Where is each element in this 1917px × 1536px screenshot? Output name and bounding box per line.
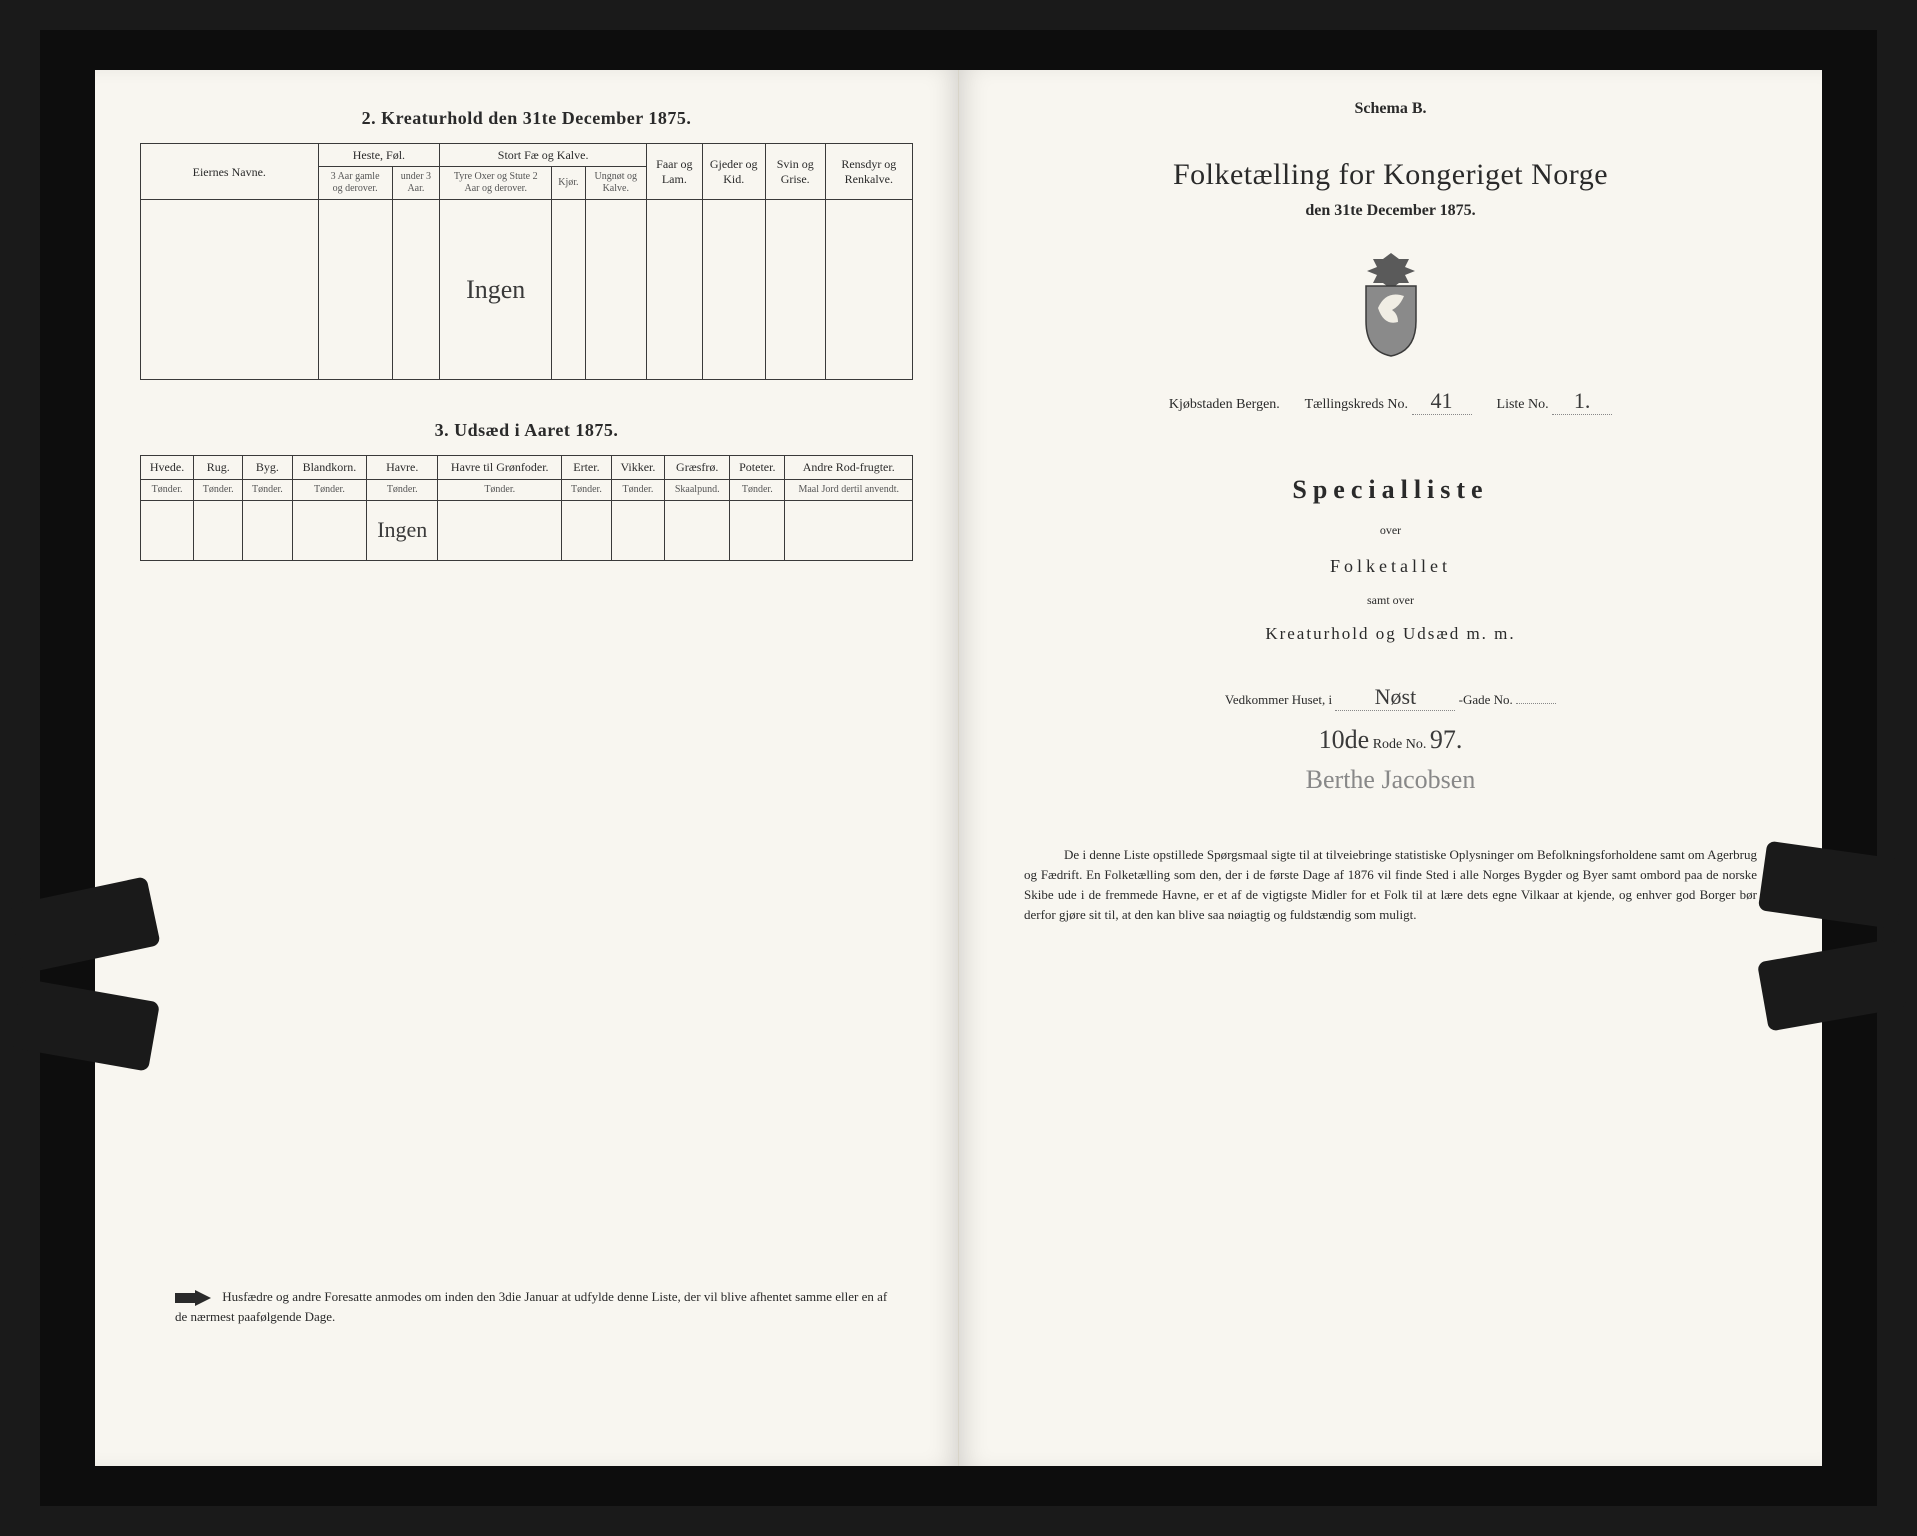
t3-col-header: Andre Rod-frugter. xyxy=(785,456,913,479)
scan-frame: 2. Kreaturhold den 31te December 1875. E… xyxy=(40,30,1877,1506)
meta-liste-value: 1. xyxy=(1552,388,1612,415)
table-row: Ingen xyxy=(141,500,913,560)
table-row: Ingen xyxy=(141,200,913,380)
th-heste: Heste, Føl. xyxy=(318,144,440,167)
coat-of-arms-icon xyxy=(1346,248,1436,358)
th-fae: Stort Fæ og Kalve. xyxy=(440,144,647,167)
kreatur-heading: Kreaturhold og Udsæd m. m. xyxy=(1004,624,1777,644)
gade-label: -Gade No. xyxy=(1459,692,1513,707)
schema-label: Schema B. xyxy=(1004,100,1777,118)
pointing-hand-icon xyxy=(175,1290,211,1306)
section2-title: 2. Kreaturhold den 31te December 1875. xyxy=(140,108,913,129)
vedk-value: Nøst xyxy=(1335,684,1455,711)
meta-kreds-label: Tællingskreds No. xyxy=(1305,397,1408,412)
t3-col-header: Blandkorn. xyxy=(292,456,367,479)
t3-col-unit: Tønder. xyxy=(611,479,665,500)
t3-cell xyxy=(243,500,292,560)
t3-col-header: Hvede. xyxy=(141,456,194,479)
left-page: 2. Kreaturhold den 31te December 1875. E… xyxy=(95,70,959,1466)
th-rensdyr: Rensdyr og Renkalve. xyxy=(825,144,912,200)
clip-icon xyxy=(1757,938,1907,1031)
vedkommer-line: Vedkommer Huset, i Nøst -Gade No. xyxy=(1004,684,1777,711)
t3-col-unit: Maal Jord dertil anvendt. xyxy=(785,479,913,500)
t3-col-header: Poteter. xyxy=(730,456,785,479)
t3-cell xyxy=(562,500,611,560)
t3-cell xyxy=(785,500,913,560)
t3-col-unit: Tønder. xyxy=(194,479,243,500)
folketallet-heading: Folketallet xyxy=(1004,556,1777,577)
clip-icon xyxy=(1758,841,1906,930)
right-page: Schema B. Folketælling for Kongeriget No… xyxy=(959,70,1822,1466)
clip-icon xyxy=(9,876,160,974)
t3-cell xyxy=(194,500,243,560)
signature: Berthe Jacobsen xyxy=(1004,765,1777,795)
th-heste-sub1: 3 Aar gamle og derover. xyxy=(318,167,392,200)
t3-col-unit: Tønder. xyxy=(141,479,194,500)
main-title: Folketælling for Kongeriget Norge xyxy=(1004,158,1777,192)
rode-line: 10de Rode No. 97. xyxy=(1004,725,1777,755)
body-paragraph: De i denne Liste opstillede Spørgsmaal s… xyxy=(1004,845,1777,926)
footer-text: Husfædre og andre Foresatte anmodes om i… xyxy=(175,1289,887,1324)
over-label: over xyxy=(1004,523,1777,538)
t3-unit-row: Tønder.Tønder.Tønder.Tønder.Tønder.Tønde… xyxy=(141,479,913,500)
t3-col-header: Rug. xyxy=(194,456,243,479)
meta-liste-label: Liste No. xyxy=(1497,397,1549,412)
book-spread: 2. Kreaturhold den 31te December 1875. E… xyxy=(95,70,1822,1466)
table-kreaturhold: Eiernes Navne. Heste, Føl. Stort Fæ og K… xyxy=(140,143,913,380)
t3-col-unit: Tønder. xyxy=(730,479,785,500)
footer-note: Husfædre og andre Foresatte anmodes om i… xyxy=(175,1287,898,1326)
t3-col-unit: Tønder. xyxy=(292,479,367,500)
t3-cell xyxy=(438,500,562,560)
table-udsaed: Hvede.Rug.Byg.Blandkorn.Havre.Havre til … xyxy=(140,455,913,560)
t3-cell xyxy=(730,500,785,560)
t3-cell: Ingen xyxy=(367,500,438,560)
rode-label: Rode No. xyxy=(1373,737,1427,752)
t3-cell xyxy=(611,500,665,560)
th-svin: Svin og Grise. xyxy=(765,144,825,200)
rode-no: 97. xyxy=(1430,725,1463,754)
th-fae-sub3: Ungnøt og Kalve. xyxy=(585,167,647,200)
th-fae-sub1: Tyre Oxer og Stute 2 Aar og derover. xyxy=(440,167,552,200)
cell-handwritten: Ingen xyxy=(440,200,552,380)
t3-col-header: Græsfrø. xyxy=(665,456,730,479)
gade-value xyxy=(1516,703,1556,704)
t3-cell xyxy=(141,500,194,560)
t3-col-unit: Tønder. xyxy=(367,479,438,500)
t3-col-unit: Tønder. xyxy=(243,479,292,500)
th-owner: Eiernes Navne. xyxy=(141,144,319,200)
t3-col-unit: Tønder. xyxy=(438,479,562,500)
section3-title: 3. Udsæd i Aaret 1875. xyxy=(140,420,913,441)
th-faar: Faar og Lam. xyxy=(647,144,703,200)
samt-label: samt over xyxy=(1004,593,1777,608)
t3-col-header: Havre. xyxy=(367,456,438,479)
t3-header-row: Hvede.Rug.Byg.Blandkorn.Havre.Havre til … xyxy=(141,456,913,479)
date-line: den 31te December 1875. xyxy=(1004,202,1777,220)
meta-city: Kjøbstaden Bergen. xyxy=(1169,397,1280,412)
th-gjeder: Gjeder og Kid. xyxy=(702,144,765,200)
th-fae-sub2: Kjør. xyxy=(552,167,585,200)
th-heste-sub2: under 3 Aar. xyxy=(392,167,440,200)
clip-icon xyxy=(10,978,160,1071)
meta-kreds-value: 41 xyxy=(1412,388,1472,415)
t3-col-header: Erter. xyxy=(562,456,611,479)
t3-col-header: Havre til Grønfoder. xyxy=(438,456,562,479)
t3-col-unit: Skaalpund. xyxy=(665,479,730,500)
t3-cell xyxy=(292,500,367,560)
t3-col-unit: Tønder. xyxy=(562,479,611,500)
t3-col-header: Vikker. xyxy=(611,456,665,479)
rode-prefix: 10de xyxy=(1319,725,1370,754)
vedk-label: Vedkommer Huset, i xyxy=(1225,692,1332,707)
specialliste-heading: Specialliste xyxy=(1004,475,1777,505)
t3-col-header: Byg. xyxy=(243,456,292,479)
meta-line: Kjøbstaden Bergen. Tællingskreds No. 41 … xyxy=(1004,388,1777,415)
para-text: De i denne Liste opstillede Spørgsmaal s… xyxy=(1024,847,1757,922)
t3-cell xyxy=(665,500,730,560)
